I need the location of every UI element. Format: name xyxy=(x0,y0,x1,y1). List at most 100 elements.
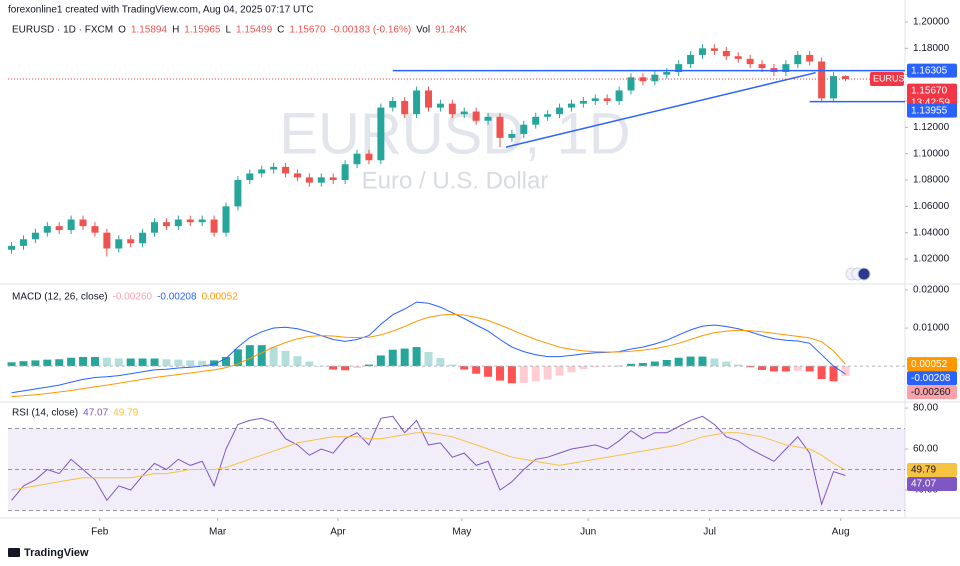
pane-title: RSI (14, close) xyxy=(12,408,78,419)
price-tag-label: 47.07 xyxy=(911,479,936,490)
histogram-bar xyxy=(674,357,683,367)
candle-body xyxy=(31,232,39,240)
y-tick-label: 1.20000 xyxy=(913,17,950,28)
candle-body xyxy=(830,76,838,99)
histogram-bar xyxy=(686,356,695,367)
candle-body xyxy=(841,76,849,80)
histogram-bar xyxy=(472,366,481,374)
candle-body xyxy=(246,173,254,181)
candle-body xyxy=(115,239,123,249)
candle-body xyxy=(162,222,170,227)
histogram-bar xyxy=(364,364,373,367)
histogram-bar xyxy=(79,356,88,367)
histogram-bar xyxy=(650,361,659,367)
brand-name: TradingView xyxy=(24,547,89,559)
histogram-bar xyxy=(90,356,99,367)
histogram-bar xyxy=(281,350,290,367)
candle-body xyxy=(675,64,683,73)
candle-body xyxy=(627,77,635,91)
candle-body xyxy=(496,116,504,138)
candle-body xyxy=(639,77,647,82)
ohlc-value: 1.15894 xyxy=(131,25,168,36)
histogram-bar xyxy=(126,358,135,367)
x-tick-label: Jul xyxy=(703,527,716,538)
candle-body xyxy=(43,226,51,233)
ohlc-key: Vol xyxy=(416,25,430,36)
price-tag xyxy=(907,83,957,110)
histogram-bar xyxy=(817,366,826,380)
price-tag-label: 1.13955 xyxy=(911,105,948,116)
y-tick-label: 60.00 xyxy=(913,444,938,455)
candle-body xyxy=(151,222,159,233)
y-tick-label: 1.02000 xyxy=(913,254,950,265)
candle-body xyxy=(687,54,695,65)
histogram-bar xyxy=(519,366,528,383)
histogram-bar xyxy=(746,366,755,368)
event-icon xyxy=(857,267,871,281)
histogram-bar xyxy=(638,363,647,367)
histogram-bar xyxy=(734,364,743,367)
histogram-bar xyxy=(210,360,219,367)
ohlc-value: 1.15499 xyxy=(236,25,273,36)
candle-body xyxy=(710,48,718,51)
price-tag-label: 0.00052 xyxy=(911,359,948,370)
histogram-bar xyxy=(150,358,159,367)
histogram-bar xyxy=(805,366,814,372)
histogram-bar xyxy=(376,355,385,367)
histogram-bar xyxy=(293,356,302,367)
histogram-bar xyxy=(841,366,850,377)
candle-body xyxy=(186,219,194,223)
histogram-bar xyxy=(758,366,767,370)
histogram-bar xyxy=(460,366,469,370)
attribution: forexonline1 created with TradingView.co… xyxy=(8,5,314,16)
histogram-bar xyxy=(31,360,40,367)
candle-body xyxy=(436,103,444,108)
histogram-bar xyxy=(448,364,457,367)
histogram-bar xyxy=(233,349,242,367)
macd-line xyxy=(11,301,846,394)
ohlc-value: 1.15965 xyxy=(184,25,221,36)
legend-value: 0.00052 xyxy=(202,292,239,303)
x-tick-label: May xyxy=(452,527,471,538)
histogram-bar xyxy=(627,363,636,367)
logo-mark xyxy=(8,548,20,557)
candle-body xyxy=(722,50,730,57)
histogram-bar xyxy=(722,361,731,367)
histogram-bar xyxy=(305,361,314,367)
chart-title: EURUSD · 1D · FXCM xyxy=(12,25,113,36)
histogram-bar xyxy=(781,366,790,372)
ohlc-value: 91.24K xyxy=(435,25,467,36)
price-tag xyxy=(907,103,957,118)
candle-body xyxy=(103,232,111,249)
histogram-bar xyxy=(198,360,207,367)
candle-body xyxy=(8,245,16,250)
candle-body xyxy=(544,114,552,117)
ohlc-key: H xyxy=(172,25,179,36)
candle-body xyxy=(579,101,587,104)
candle-body xyxy=(520,124,528,134)
trendline xyxy=(505,71,816,148)
candle-body xyxy=(377,107,385,161)
histogram-bar xyxy=(353,366,362,369)
candle-body xyxy=(67,219,75,231)
price-tag xyxy=(907,371,957,386)
price-tag-label: 1.15670 xyxy=(911,85,948,96)
candle-body xyxy=(19,239,27,246)
candle-body xyxy=(782,64,790,73)
histogram-bar xyxy=(138,358,147,367)
candle-body xyxy=(603,98,611,102)
x-tick-label: Mar xyxy=(209,527,227,538)
y-tick-label: 1.10000 xyxy=(913,148,950,159)
histogram-bar xyxy=(114,358,123,367)
histogram-bar xyxy=(829,366,838,382)
histogram-bar xyxy=(603,366,612,367)
price-tag xyxy=(907,63,957,78)
y-tick-label: 1.06000 xyxy=(913,201,950,212)
histogram-bar xyxy=(591,366,600,368)
candle-body xyxy=(746,58,754,65)
candle-body xyxy=(282,166,290,174)
candle-body xyxy=(806,54,814,62)
histogram-bar xyxy=(710,358,719,367)
candle-body xyxy=(174,219,182,227)
legend-value: 47.07 xyxy=(83,408,108,419)
